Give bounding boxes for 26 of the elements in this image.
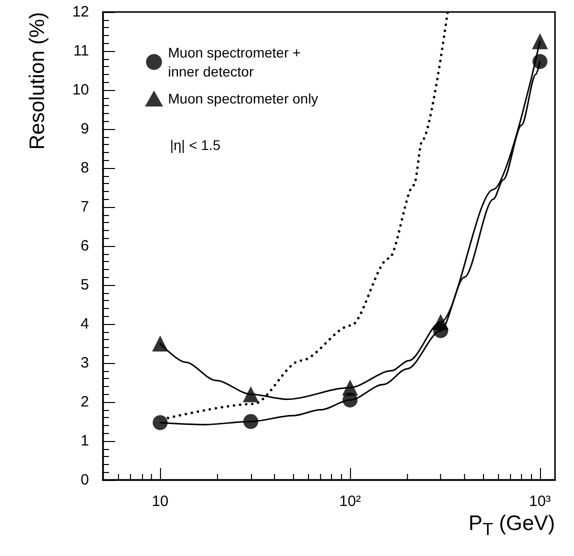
point (152, 415, 168, 430)
y-tick-label: 11 (73, 42, 89, 60)
point (342, 380, 358, 396)
x-tick-label: 10 (152, 493, 169, 510)
point (152, 336, 168, 352)
y-tick-label: 1 (80, 432, 89, 450)
y-axis-title: Resolution (%) (26, 12, 49, 150)
x-tick-label: 10² (339, 493, 361, 510)
point (532, 54, 548, 70)
y-tick-label: 5 (80, 276, 89, 294)
y-tick-label: 6 (80, 238, 89, 254)
y-tick-label: 0 (80, 472, 89, 488)
x-axis-title: P$_{T}$ (GeV) (468, 512, 555, 540)
y-tick-label: 9 (80, 120, 89, 138)
y-tick-label: 7 (80, 198, 89, 216)
y-tick-label: 2 (80, 394, 89, 410)
point (532, 33, 548, 50)
y-tick-label: 8 (80, 160, 89, 176)
y-tick-label: 10 (72, 82, 89, 98)
legend-label: Muon spectrometer only (168, 90, 318, 106)
y-tick-label: 12 (72, 4, 89, 20)
legend-label: Muon spectrometer + inner detector (168, 44, 305, 80)
x-tick-label: 10³ (529, 493, 551, 510)
y-tick-label: 4 (80, 316, 89, 332)
y-tick-label: 3 (80, 354, 89, 372)
annotation: |η| < 1.5 (170, 137, 221, 153)
